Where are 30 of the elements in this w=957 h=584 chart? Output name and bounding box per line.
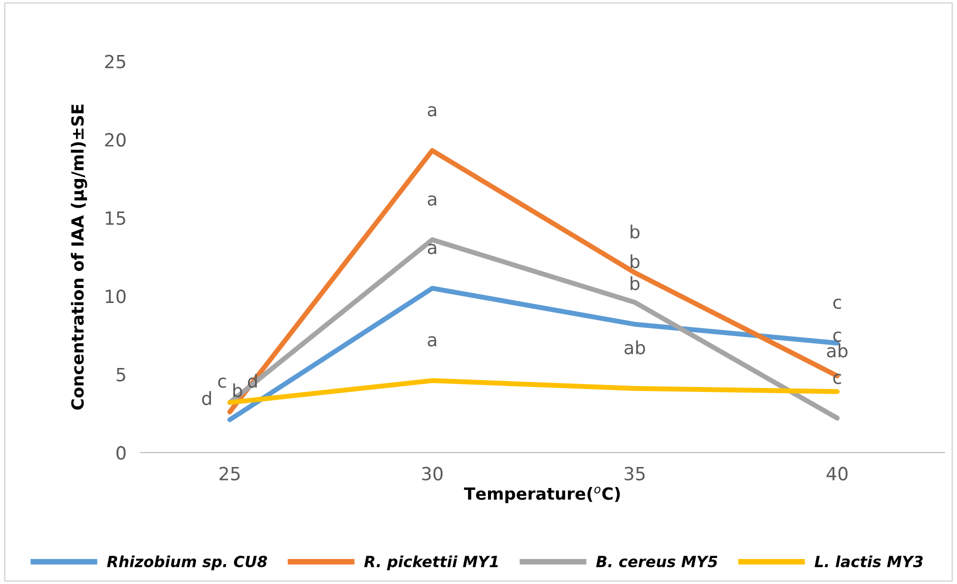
annotation: c xyxy=(218,378,226,388)
x-tick-label: 30 xyxy=(422,466,443,480)
annotation: c xyxy=(833,331,842,342)
annotation: ab xyxy=(624,340,646,354)
annotation: b xyxy=(233,383,242,398)
legend-label: B. cereus MY5 xyxy=(596,556,718,568)
legend-label: L. lactis MY3 xyxy=(814,555,923,568)
y-tick-label: 20 xyxy=(105,133,126,147)
y-tick-label: 5 xyxy=(116,368,126,382)
x-axis-title: Temperature($^{o}$C) xyxy=(464,486,620,504)
annotation: b xyxy=(630,276,640,290)
annotation: d xyxy=(202,391,211,406)
y-tick-label: 25 xyxy=(105,54,126,68)
legend-label: Rhizobium sp. CU8 xyxy=(107,555,268,570)
legend-label: R. pickettii MY1 xyxy=(364,555,498,570)
x-tick-label: 35 xyxy=(624,466,645,480)
annotation: c xyxy=(833,298,842,309)
annotation: a xyxy=(428,106,436,116)
annotation: a xyxy=(428,195,436,206)
annotation: b xyxy=(630,254,640,268)
y-tick-label: 0 xyxy=(116,446,126,460)
y-axis-title: Concentration of IAA (µg/ml)±SE xyxy=(70,104,88,410)
annotation: a xyxy=(428,336,436,347)
x-tick-label: 25 xyxy=(220,466,240,480)
y-tick-label: 10 xyxy=(106,290,126,304)
x-tick-label: 40 xyxy=(826,466,848,480)
y-tick-label: 15 xyxy=(106,212,126,225)
annotation: b xyxy=(630,224,640,239)
annotation: a xyxy=(428,244,436,254)
annotation: ab xyxy=(827,344,848,358)
